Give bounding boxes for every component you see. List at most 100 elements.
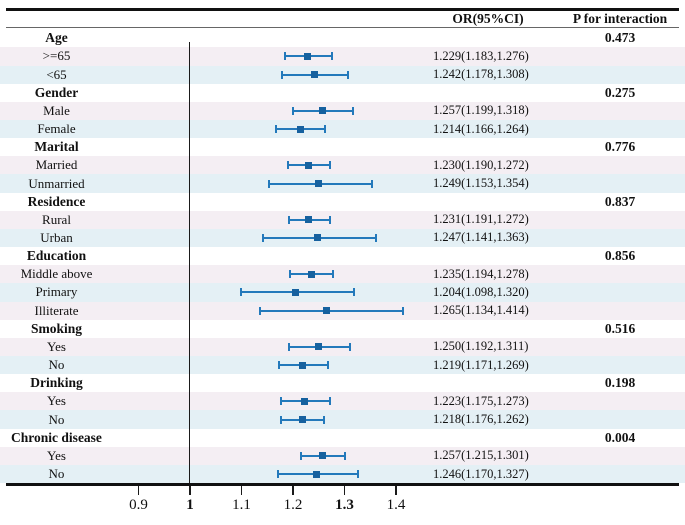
point-estimate-marker xyxy=(315,343,323,351)
axis-tick xyxy=(292,486,294,495)
subgroup-label: Male xyxy=(43,102,70,118)
subgroup-label: No xyxy=(48,411,65,427)
subgroup-label: Primary xyxy=(35,284,78,300)
subgroup-label: No xyxy=(48,466,65,482)
error-bar-cap-right xyxy=(348,342,351,351)
forest-subgroup-row: No 1.219(1.171,1.269) xyxy=(0,356,685,375)
or-ci-value: 1.204(1.098,1.320) xyxy=(433,284,529,299)
error-bar-cap-right xyxy=(370,179,373,188)
group-label: Residence xyxy=(27,193,86,209)
group-label: Education xyxy=(26,248,87,264)
point-estimate-marker xyxy=(322,307,330,315)
subgroup-label: Urban xyxy=(40,229,73,245)
point-estimate-marker xyxy=(291,288,299,296)
or-ci-value: 1.247(1.141,1.363) xyxy=(433,230,529,245)
top-rule-divider xyxy=(6,8,679,11)
subgroup-label: Yes xyxy=(47,338,66,354)
error-bar-cap-right xyxy=(353,288,356,297)
error-bar-cap-left xyxy=(288,342,291,351)
or-ci-value: 1.265(1.134,1.414) xyxy=(433,303,529,318)
subgroup-label: Married xyxy=(35,157,78,173)
or-ci-value: 1.235(1.194,1.278) xyxy=(433,266,529,281)
or-ci-value: 1.246(1.170,1.327) xyxy=(433,466,529,481)
error-bar-cap-left xyxy=(280,415,283,424)
error-bar-cap-left xyxy=(281,70,284,79)
forest-subgroup-row: Yes 1.223(1.175,1.273) xyxy=(0,392,685,411)
error-bar-cap-left xyxy=(279,397,282,406)
axis-tick-label: 0.9 xyxy=(129,497,148,513)
axis-tick xyxy=(137,486,140,495)
axis-tick xyxy=(343,486,346,495)
point-estimate-marker xyxy=(301,397,309,405)
subgroup-label: Rural xyxy=(42,211,71,227)
p-interaction-value: 0.516 xyxy=(604,320,636,336)
subgroup-label: <65 xyxy=(46,66,67,82)
error-bar-cap-left xyxy=(287,161,290,170)
error-bar-cap-right xyxy=(327,361,330,370)
point-estimate-marker xyxy=(305,216,313,224)
group-label: Marital xyxy=(34,139,79,155)
error-bar-cap-right xyxy=(331,270,334,279)
forest-subgroup-row: No 1.246(1.170,1.327) xyxy=(0,464,685,484)
or-ci-value: 1.250(1.192,1.311) xyxy=(433,339,529,354)
axis-tick-label: 1 xyxy=(186,497,194,513)
or-ci-value: 1.229(1.183,1.276) xyxy=(433,48,529,63)
or-column-header: OR(95%CI) xyxy=(452,11,524,26)
p-interaction-value: 0.004 xyxy=(604,429,636,445)
error-bar-cap-right xyxy=(330,52,333,61)
error-bar-cap-right xyxy=(328,161,331,170)
error-bar-cap-left xyxy=(268,179,271,188)
or-ci-value: 1.214(1.166,1.264) xyxy=(433,121,529,136)
or-ci-value: 1.230(1.190,1.272) xyxy=(433,157,529,172)
error-bar-cap-left xyxy=(287,215,290,224)
error-bar-cap-left xyxy=(262,233,265,242)
subgroup-label: Yes xyxy=(47,393,66,409)
error-bar-line xyxy=(259,309,404,312)
group-label: Age xyxy=(45,30,68,46)
point-estimate-marker xyxy=(299,361,307,369)
subgroup-label: No xyxy=(48,357,65,373)
error-bar-cap-left xyxy=(289,270,292,279)
point-estimate-marker xyxy=(318,107,326,115)
p-interaction-value: 0.275 xyxy=(604,84,636,100)
or-ci-value: 1.249(1.153,1.354) xyxy=(433,176,529,191)
forest-subgroup-row: >=65 1.229(1.183,1.276) xyxy=(0,47,685,66)
error-bar-cap-left xyxy=(277,470,280,479)
point-estimate-marker xyxy=(314,180,322,188)
error-bar-cap-left xyxy=(274,125,277,134)
forest-group-row: Education 0.856 xyxy=(0,247,685,265)
or-ci-value: 1.242(1.178,1.308) xyxy=(433,67,529,82)
error-bar-cap-left xyxy=(258,306,261,315)
reference-line xyxy=(189,42,191,483)
subgroup-label: Yes xyxy=(47,447,66,463)
subgroup-label: Illiterate xyxy=(34,302,79,318)
forest-subgroup-row: Yes 1.250(1.192,1.311) xyxy=(0,337,685,356)
error-bar-cap-right xyxy=(324,125,327,134)
axis-tick xyxy=(395,486,397,495)
subgroup-label: Female xyxy=(37,121,76,137)
error-bar-cap-right xyxy=(343,451,346,460)
point-estimate-marker xyxy=(318,452,326,460)
or-ci-value: 1.218(1.176,1.262) xyxy=(433,412,529,427)
axis-tick-label: 1.3 xyxy=(335,497,354,513)
point-estimate-marker xyxy=(296,125,304,133)
axis-tick-label: 1.1 xyxy=(232,497,251,513)
group-label: Chronic disease xyxy=(11,429,102,445)
point-estimate-marker xyxy=(307,270,315,278)
or-ci-value: 1.231(1.191,1.272) xyxy=(433,212,529,227)
point-estimate-marker xyxy=(313,470,321,478)
forest-subgroup-row: No 1.218(1.176,1.262) xyxy=(0,410,685,429)
axis-tick xyxy=(189,486,191,495)
forest-subgroup-row: <65 1.242(1.178,1.308) xyxy=(0,65,685,84)
error-bar-cap-right xyxy=(323,415,326,424)
error-bar-cap-right xyxy=(352,106,355,115)
forest-group-row: Smoking 0.516 xyxy=(0,320,685,338)
p-interaction-value: 0.198 xyxy=(604,375,636,391)
forest-subgroup-row: Illiterate 1.265(1.134,1.414) xyxy=(0,301,685,320)
error-bar-cap-right xyxy=(356,470,359,479)
error-bar-cap-left xyxy=(277,361,280,370)
forest-subgroup-row: Rural 1.231(1.191,1.272) xyxy=(0,210,685,229)
forest-group-row: Chronic disease 0.004 xyxy=(0,429,685,447)
forest-subgroup-row: Male 1.257(1.199,1.318) xyxy=(0,101,685,120)
forest-subgroup-row: Female 1.214(1.166,1.264) xyxy=(0,119,685,139)
